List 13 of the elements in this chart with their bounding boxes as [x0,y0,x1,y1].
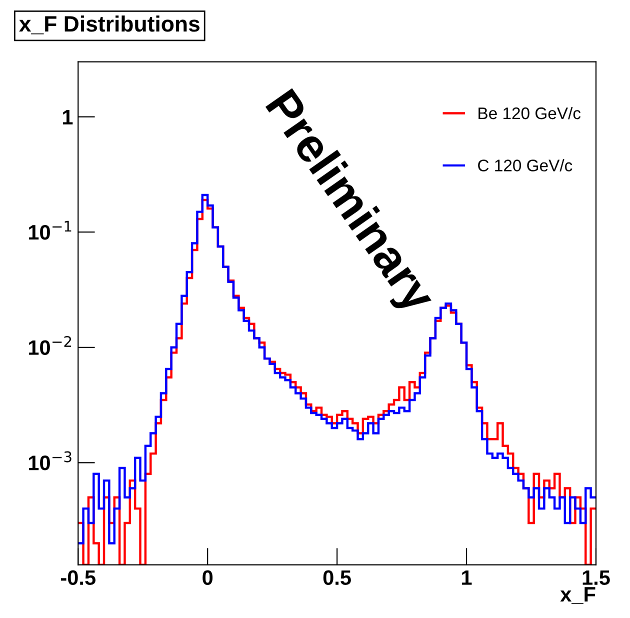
y-tick-label: 1 [62,110,73,124]
x-tick-label: -0.5 [60,570,96,586]
x-axis-title: x_F [560,587,596,604]
legend-label: Be 120 GeV/c [478,106,581,120]
x-tick-label: 1 [462,570,472,585]
y-tick-label: 10$^{−2}$ [28,336,72,355]
x-tick-label: 1.5 [582,570,610,586]
chart-title: x_F Distributions [19,15,200,34]
legend-label: C 120 GeV/c [478,159,572,172]
y-tick-label: 10$^{−3}$ [28,451,72,470]
x-tick-label: 0 [202,570,213,586]
y-tick-label: 10$^{−1}$ [28,220,72,240]
x-tick-label: 0.5 [323,570,351,586]
